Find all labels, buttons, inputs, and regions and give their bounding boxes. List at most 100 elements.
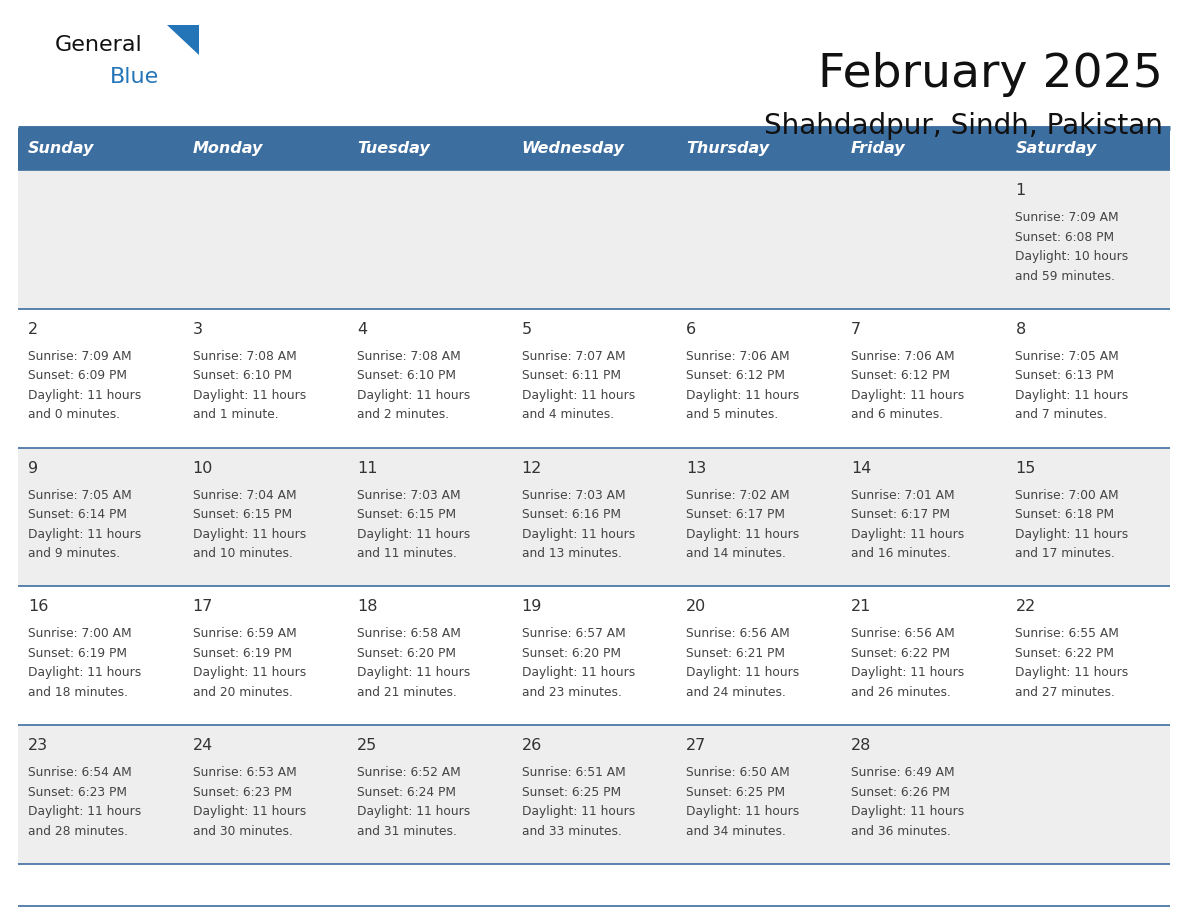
- Text: Sunrise: 6:56 AM: Sunrise: 6:56 AM: [687, 627, 790, 641]
- Text: 20: 20: [687, 599, 707, 614]
- Bar: [183, 308, 347, 448]
- Bar: [347, 725, 512, 864]
- Bar: [347, 308, 512, 448]
- Bar: [1005, 128, 1170, 170]
- Text: Sunset: 6:12 PM: Sunset: 6:12 PM: [851, 369, 950, 382]
- Text: Daylight: 11 hours: Daylight: 11 hours: [358, 666, 470, 679]
- Text: Daylight: 11 hours: Daylight: 11 hours: [687, 389, 800, 402]
- Bar: [841, 128, 1005, 170]
- Text: Daylight: 11 hours: Daylight: 11 hours: [687, 805, 800, 818]
- Text: Sunset: 6:08 PM: Sunset: 6:08 PM: [1016, 230, 1114, 243]
- Bar: [676, 725, 841, 864]
- Text: Sunset: 6:13 PM: Sunset: 6:13 PM: [1016, 369, 1114, 382]
- Text: Sunset: 6:25 PM: Sunset: 6:25 PM: [522, 786, 621, 799]
- Text: Daylight: 11 hours: Daylight: 11 hours: [522, 666, 634, 679]
- Bar: [183, 448, 347, 587]
- Text: and 27 minutes.: and 27 minutes.: [1016, 686, 1116, 699]
- Text: 25: 25: [358, 738, 378, 753]
- Text: Sunset: 6:23 PM: Sunset: 6:23 PM: [192, 786, 291, 799]
- Bar: [18, 170, 183, 308]
- Text: and 23 minutes.: and 23 minutes.: [522, 686, 621, 699]
- Text: Sunrise: 7:01 AM: Sunrise: 7:01 AM: [851, 488, 954, 501]
- Text: Sunset: 6:19 PM: Sunset: 6:19 PM: [192, 647, 291, 660]
- Text: Daylight: 11 hours: Daylight: 11 hours: [522, 805, 634, 818]
- Text: Sunrise: 7:06 AM: Sunrise: 7:06 AM: [851, 350, 954, 363]
- Text: and 31 minutes.: and 31 minutes.: [358, 824, 457, 838]
- Text: and 24 minutes.: and 24 minutes.: [687, 686, 786, 699]
- Text: Sunset: 6:10 PM: Sunset: 6:10 PM: [192, 369, 291, 382]
- Bar: [512, 170, 676, 308]
- Text: and 7 minutes.: and 7 minutes.: [1016, 409, 1107, 421]
- Text: Sunrise: 7:02 AM: Sunrise: 7:02 AM: [687, 488, 790, 501]
- Text: and 10 minutes.: and 10 minutes.: [192, 547, 292, 560]
- Bar: [512, 308, 676, 448]
- Text: Sunset: 6:26 PM: Sunset: 6:26 PM: [851, 786, 950, 799]
- Text: and 17 minutes.: and 17 minutes.: [1016, 547, 1116, 560]
- Text: Sunrise: 7:05 AM: Sunrise: 7:05 AM: [29, 488, 132, 501]
- Text: 16: 16: [29, 599, 49, 614]
- Text: Daylight: 11 hours: Daylight: 11 hours: [687, 528, 800, 541]
- Text: and 59 minutes.: and 59 minutes.: [1016, 270, 1116, 283]
- Text: 15: 15: [1016, 461, 1036, 476]
- Text: and 30 minutes.: and 30 minutes.: [192, 824, 292, 838]
- Text: and 11 minutes.: and 11 minutes.: [358, 547, 457, 560]
- Text: Friday: Friday: [851, 141, 905, 156]
- Text: Sunrise: 7:09 AM: Sunrise: 7:09 AM: [29, 350, 132, 363]
- Bar: [676, 170, 841, 308]
- Text: Sunset: 6:17 PM: Sunset: 6:17 PM: [687, 508, 785, 521]
- Text: and 2 minutes.: and 2 minutes.: [358, 409, 449, 421]
- Text: Monday: Monday: [192, 141, 263, 156]
- Text: 24: 24: [192, 738, 213, 753]
- Text: Daylight: 11 hours: Daylight: 11 hours: [358, 528, 470, 541]
- Bar: [512, 587, 676, 725]
- Text: Sunrise: 7:04 AM: Sunrise: 7:04 AM: [192, 488, 296, 501]
- Text: and 4 minutes.: and 4 minutes.: [522, 409, 614, 421]
- Text: and 0 minutes.: and 0 minutes.: [29, 409, 120, 421]
- Text: and 33 minutes.: and 33 minutes.: [522, 824, 621, 838]
- Text: 1: 1: [1016, 183, 1025, 198]
- Text: Daylight: 11 hours: Daylight: 11 hours: [358, 805, 470, 818]
- Text: Daylight: 11 hours: Daylight: 11 hours: [192, 528, 305, 541]
- Text: Sunset: 6:16 PM: Sunset: 6:16 PM: [522, 508, 620, 521]
- Bar: [18, 448, 183, 587]
- Bar: [1005, 587, 1170, 725]
- Text: 18: 18: [358, 599, 378, 614]
- Text: Sunrise: 7:06 AM: Sunrise: 7:06 AM: [687, 350, 790, 363]
- Bar: [676, 128, 841, 170]
- Text: and 20 minutes.: and 20 minutes.: [192, 686, 292, 699]
- Text: Sunrise: 6:58 AM: Sunrise: 6:58 AM: [358, 627, 461, 641]
- Text: Sunset: 6:23 PM: Sunset: 6:23 PM: [29, 786, 127, 799]
- Text: Daylight: 11 hours: Daylight: 11 hours: [192, 805, 305, 818]
- Bar: [18, 128, 183, 170]
- Text: 3: 3: [192, 322, 203, 337]
- Text: Sunrise: 6:50 AM: Sunrise: 6:50 AM: [687, 767, 790, 779]
- Text: Daylight: 10 hours: Daylight: 10 hours: [1016, 250, 1129, 263]
- Text: 10: 10: [192, 461, 213, 476]
- Text: 8: 8: [1016, 322, 1025, 337]
- Text: Sunrise: 6:55 AM: Sunrise: 6:55 AM: [1016, 627, 1119, 641]
- Text: General: General: [55, 35, 143, 55]
- Text: 13: 13: [687, 461, 707, 476]
- Text: Sunset: 6:11 PM: Sunset: 6:11 PM: [522, 369, 620, 382]
- Text: 6: 6: [687, 322, 696, 337]
- Text: Sunset: 6:18 PM: Sunset: 6:18 PM: [1016, 508, 1114, 521]
- Bar: [347, 448, 512, 587]
- Bar: [841, 725, 1005, 864]
- Text: Sunset: 6:24 PM: Sunset: 6:24 PM: [358, 786, 456, 799]
- Bar: [347, 128, 512, 170]
- Bar: [512, 725, 676, 864]
- Bar: [18, 725, 183, 864]
- Text: 5: 5: [522, 322, 532, 337]
- Text: Sunset: 6:22 PM: Sunset: 6:22 PM: [851, 647, 950, 660]
- Text: Sunrise: 7:00 AM: Sunrise: 7:00 AM: [29, 627, 132, 641]
- Text: Sunrise: 6:59 AM: Sunrise: 6:59 AM: [192, 627, 296, 641]
- Text: and 5 minutes.: and 5 minutes.: [687, 409, 778, 421]
- Text: Sunrise: 6:51 AM: Sunrise: 6:51 AM: [522, 767, 625, 779]
- Text: 7: 7: [851, 322, 861, 337]
- Text: Daylight: 11 hours: Daylight: 11 hours: [522, 389, 634, 402]
- Text: and 36 minutes.: and 36 minutes.: [851, 824, 950, 838]
- Bar: [1005, 308, 1170, 448]
- Bar: [1005, 170, 1170, 308]
- Text: Daylight: 11 hours: Daylight: 11 hours: [851, 666, 965, 679]
- Text: and 34 minutes.: and 34 minutes.: [687, 824, 786, 838]
